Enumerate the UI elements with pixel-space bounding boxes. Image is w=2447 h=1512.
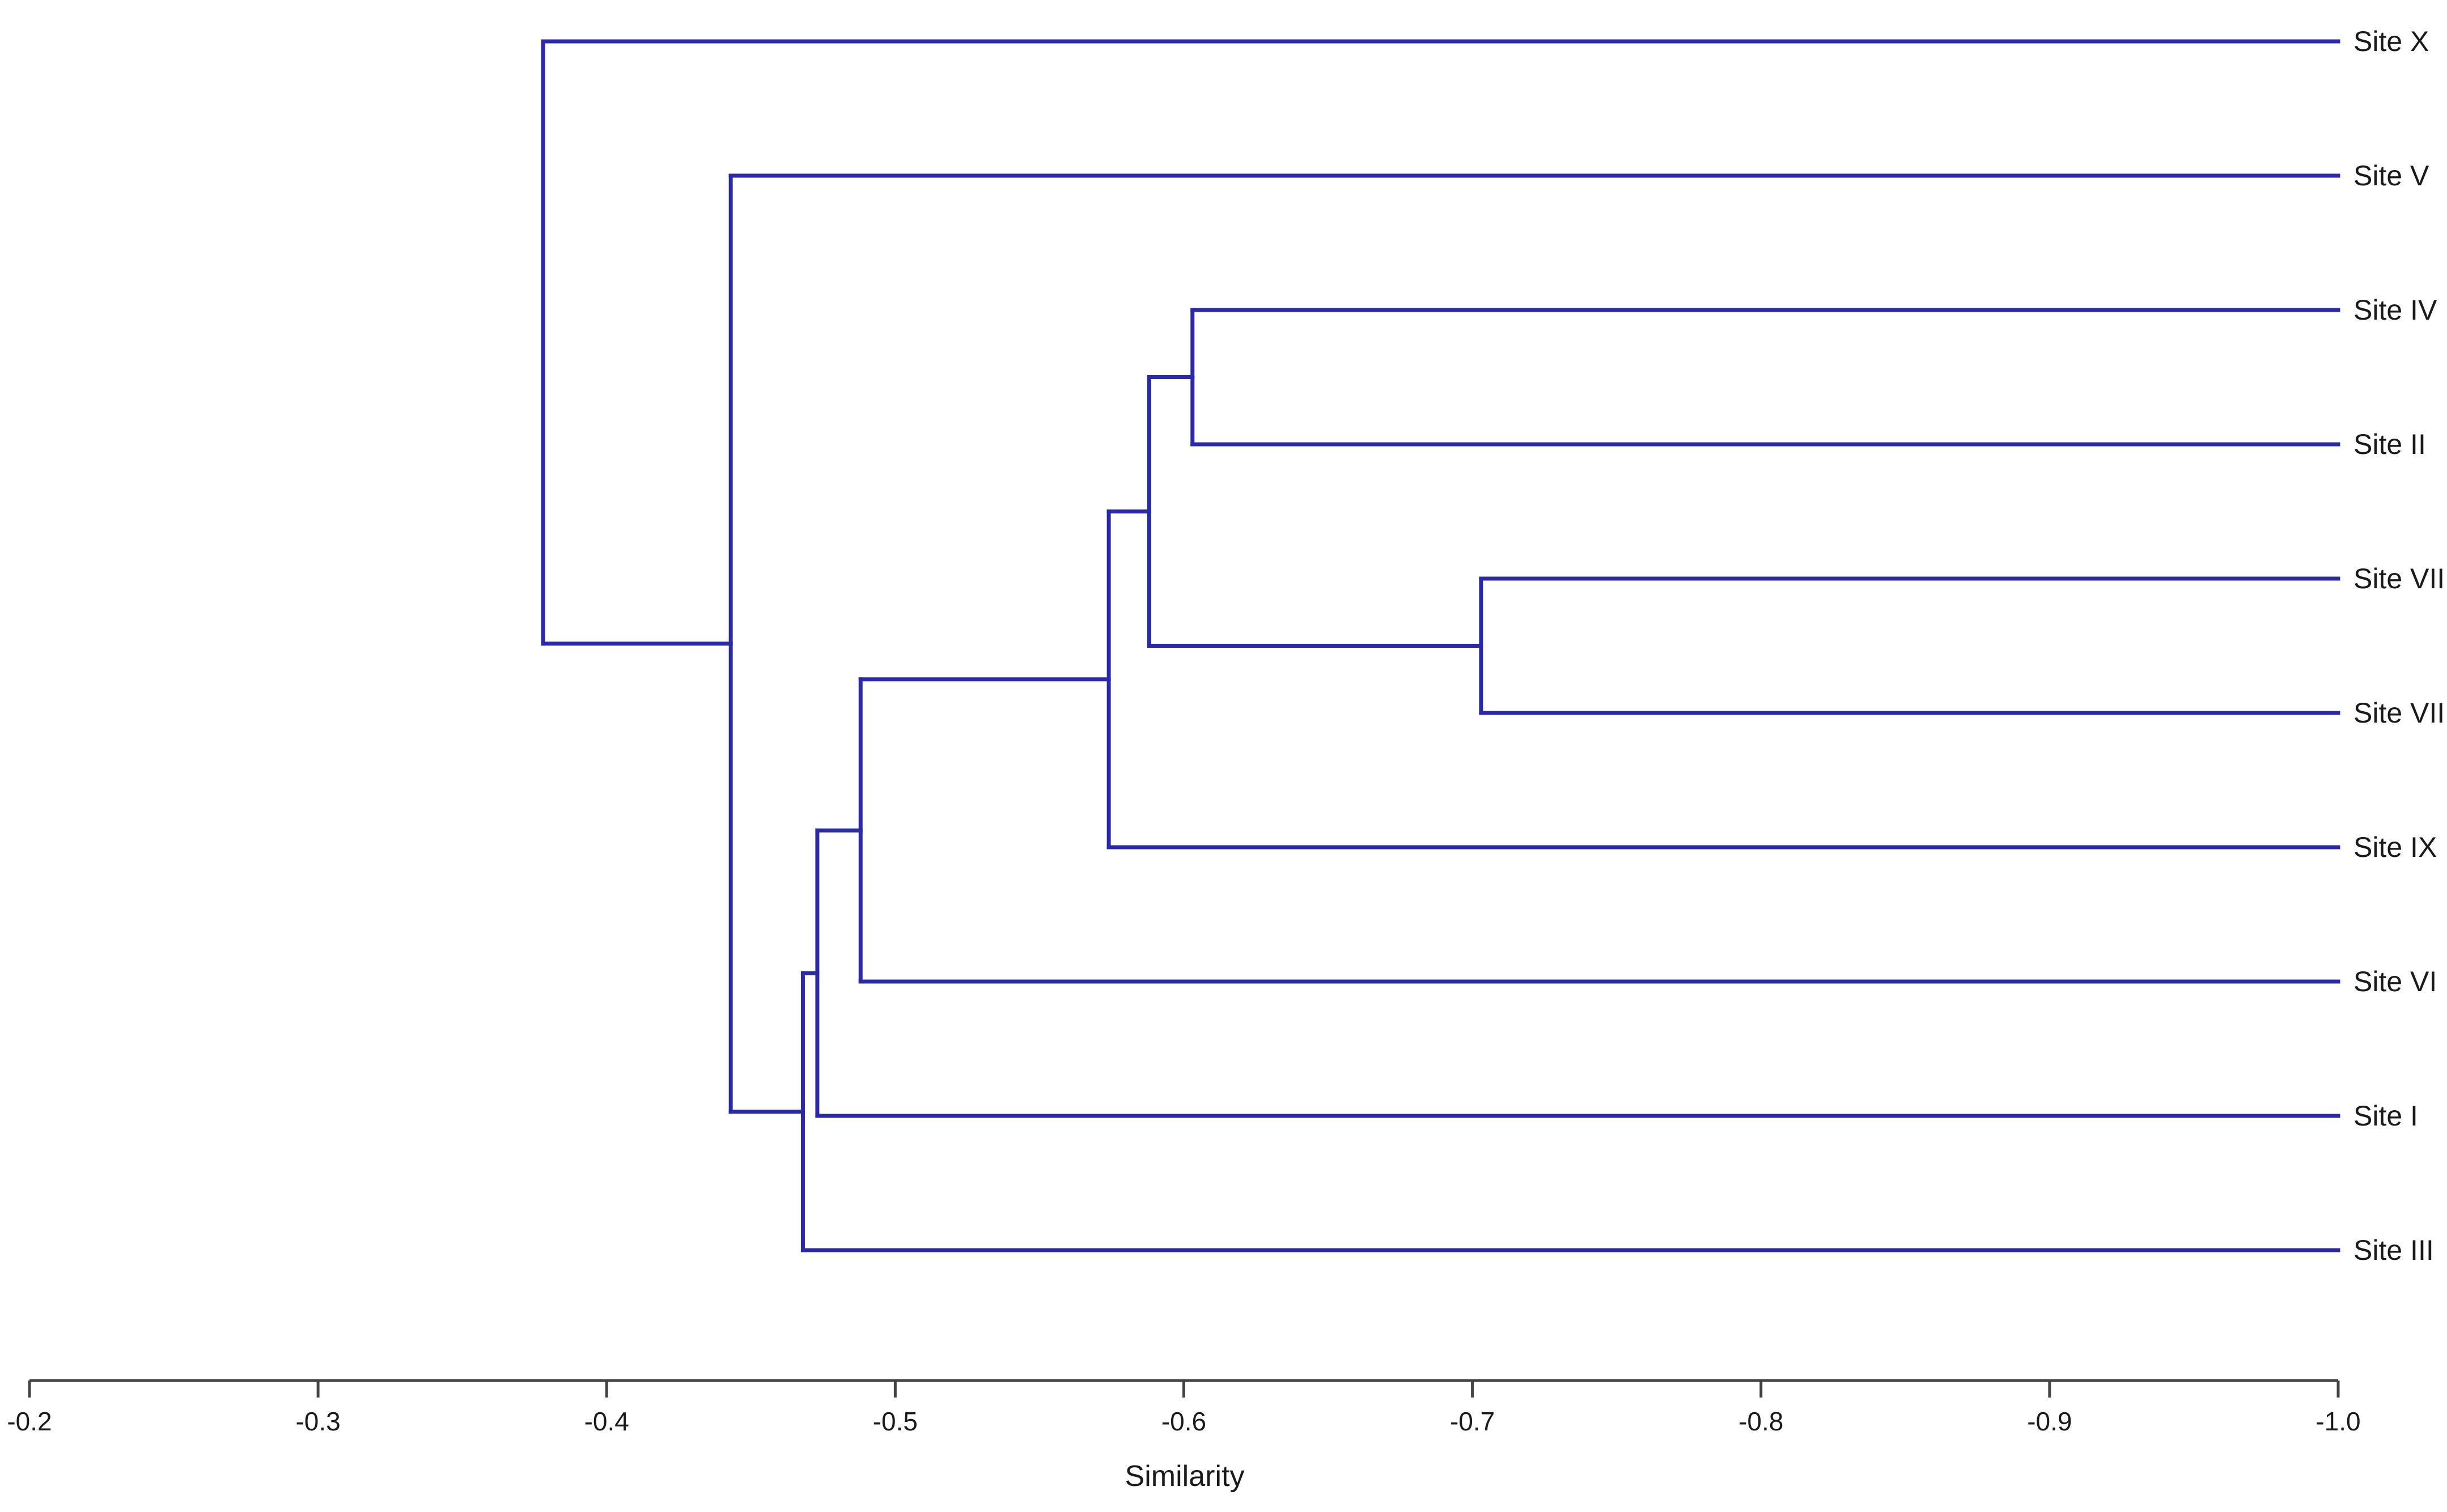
leaf-label-site-vi: Site VI (2353, 966, 2437, 997)
x-tick-label: -0.3 (295, 1407, 340, 1436)
x-tick-label: -0.2 (7, 1407, 52, 1436)
x-axis: -0.2 -0.3 -0.4 -0.5 -0.6 -0.7 -0.8 -0.9 -1.0 Sim… (7, 1379, 2361, 1493)
leaf-label-site-i: Site I (2353, 1100, 2418, 1132)
x-axis-ticks: -0.2 -0.3 -0.4 -0.5 -0.6 -0.7 -0.8 -0.9 -1.0 (7, 1381, 2361, 1436)
x-tick-label: -0.5 (873, 1407, 918, 1436)
leaf-label-site-v: Site V (2353, 160, 2429, 192)
dendrogram-links (541, 39, 2340, 1252)
leaf-label-site-viii: Site VIII (2353, 697, 2447, 729)
x-axis-title: Similarity (1125, 1460, 1245, 1493)
x-tick-label: -0.4 (584, 1407, 629, 1436)
leaf-label-site-vii: Site VII (2353, 563, 2445, 594)
leaf-label-site-iii: Site III (2353, 1234, 2434, 1266)
leaf-labels: Site X Site V Site IV Site II Site VII Site V… (2353, 26, 2447, 1266)
x-tick-label: -0.7 (1450, 1407, 1495, 1436)
x-tick-label: -0.8 (1738, 1407, 1783, 1436)
x-tick-label: -0.6 (1161, 1407, 1206, 1436)
x-tick-label: -1.0 (2315, 1407, 2360, 1436)
leaf-label-site-iv: Site IV (2353, 294, 2437, 326)
leaf-label-site-ix: Site IX (2353, 831, 2437, 863)
leaf-label-site-ii: Site II (2353, 428, 2426, 460)
x-tick-label: -0.9 (2027, 1407, 2072, 1436)
leaf-label-site-x: Site X (2353, 26, 2429, 57)
